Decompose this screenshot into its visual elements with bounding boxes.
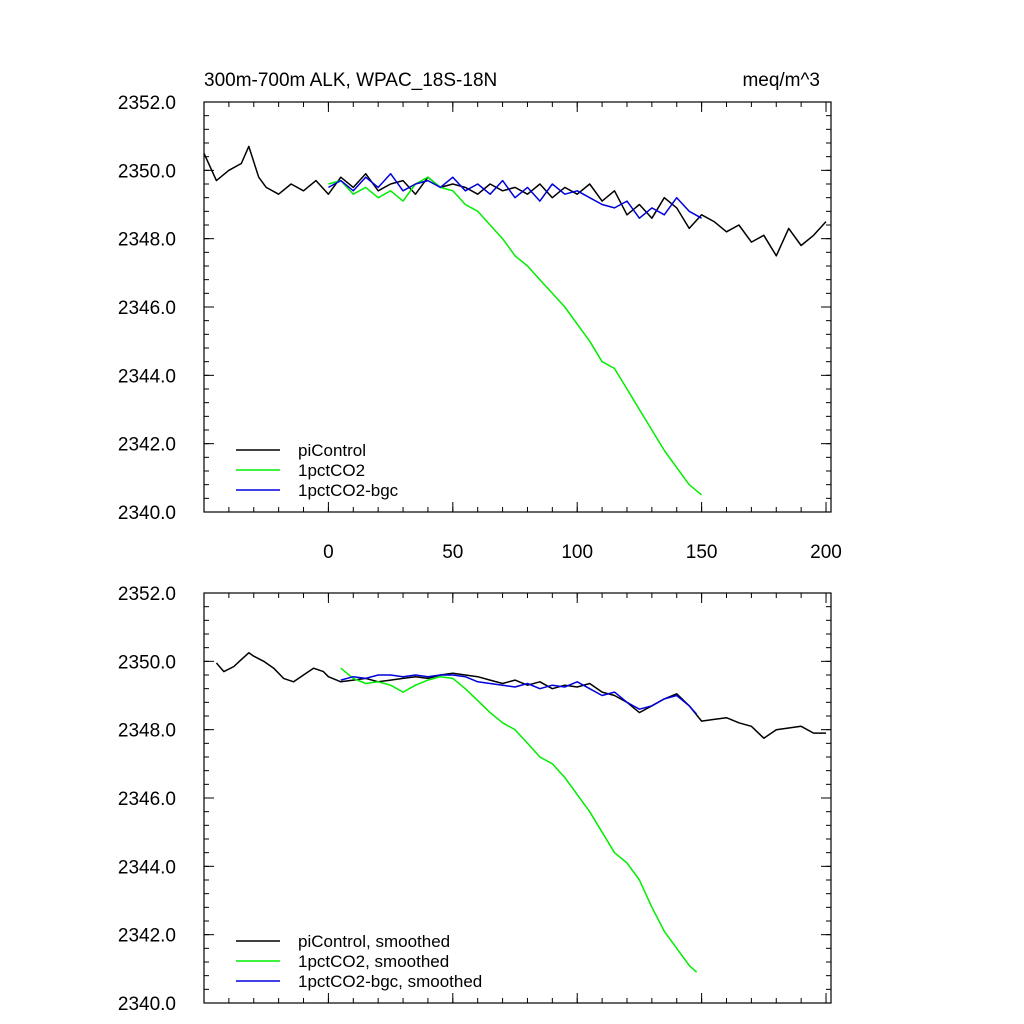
bottom-panel-series [215,652,826,973]
legend-label: piControl, smoothed [298,932,450,951]
bottom-panel: 2340.0 2342.0 2344.0 2346.0 2348.0 2350.0 2352… [118,584,832,1015]
y-tick-label: 2352.0 [118,584,176,605]
y-tick-label: 2342.0 [118,435,176,456]
x-tick-label: 100 [561,542,593,563]
legend-label: 1pctCO2-bgc [298,481,399,500]
series-line-1pctco2 [328,176,703,496]
legend-label: 1pctCO2 [298,461,365,480]
x-tick-label: 50 [442,542,463,563]
legend-label: 1pctCO2-bgc, smoothed [298,972,482,991]
y-tick-label: 2344.0 [118,857,176,878]
units-label: meq/m^3 [742,70,820,91]
series-line-1pctco2-smoothed [340,667,698,973]
top-panel: 2340.0 2342.0 2344.0 2346.0 2348.0 2350.0 2352… [118,93,842,563]
y-tick-label: 2350.0 [118,161,176,182]
series-line-picontrol [203,145,827,257]
chart-title: 300m-700m ALK, WPAC_18S-18N [204,70,497,91]
y-tick-label: 2340.0 [118,503,176,524]
series-line-1pctco2-bgc [328,172,702,219]
y-tick-label: 2350.0 [118,652,176,673]
y-tick-label: 2344.0 [118,366,176,387]
y-tick-label: 2352.0 [118,93,176,114]
top-panel-series [203,145,827,496]
y-tick-label: 2348.0 [118,230,176,251]
series-line-1pctco2-bgc-smoothed [340,674,698,715]
legend-label: 1pctCO2, smoothed [298,952,449,971]
legend-label: piControl [298,441,366,460]
x-tick-label: 200 [810,542,842,563]
series-line-picontrol-smoothed [215,652,826,739]
x-tick-label: 150 [686,542,718,563]
y-tick-label: 2346.0 [118,298,176,319]
y-tick-label: 2340.0 [118,994,176,1015]
y-tick-label: 2346.0 [118,789,176,810]
y-tick-label: 2348.0 [118,721,176,742]
top-panel-ticks: 2340.0 2342.0 2344.0 2346.0 2348.0 2350.0 2352… [118,93,842,563]
bottom-panel-frame [203,592,832,1004]
top-panel-frame [203,101,832,513]
x-tick-label: 0 [323,542,334,563]
y-tick-label: 2342.0 [118,926,176,947]
bottom-panel-ticks: 2340.0 2342.0 2344.0 2346.0 2348.0 2350.0 2352… [118,584,831,1015]
